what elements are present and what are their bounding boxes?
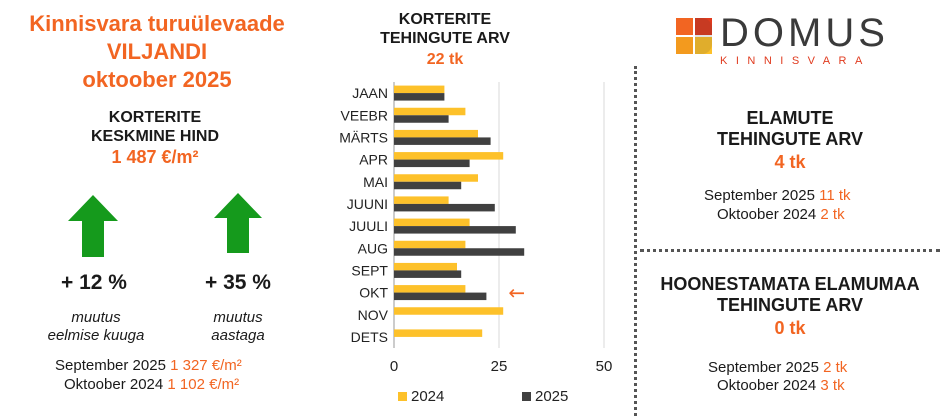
land-comparison-row: Oktoober 2024 3 tk [717, 376, 845, 395]
comparison-value: 3 tk [820, 377, 845, 394]
houses-heading-line: TEHINGUTE ARV [716, 129, 863, 149]
chart-title-line: KORTERITE [398, 11, 492, 28]
land-heading: HOONESTAMATA ELAMUMAA TEHINGUTE ARV [645, 274, 935, 316]
bar-2024 [394, 307, 504, 315]
bar-2025 [394, 93, 445, 101]
bar-2024 [394, 107, 466, 116]
chart-title: KORTERITE TEHINGUTE ARV [380, 10, 510, 48]
comparison-label: Oktoober 2024 [64, 376, 164, 393]
report-title: Kinnisvara turuülevaade VILJANDI oktoobe… [8, 10, 306, 94]
comparison-label: September 2025 [704, 187, 815, 204]
comparison-label: Oktoober 2024 [717, 377, 817, 394]
comparison-label: September 2025 [55, 357, 166, 374]
logo-mark-icon [676, 18, 712, 54]
houses-comparison-row: Oktoober 2024 2 tk [717, 205, 845, 224]
comparison-value: 11 tk [819, 187, 851, 204]
houses-comparison-row: September 2025 11 tk [704, 186, 851, 205]
category-label: SEPT [351, 262, 388, 278]
land-heading-line: HOONESTAMATA ELAMUMAA [660, 274, 920, 294]
x-tick-label: 25 [491, 358, 508, 375]
category-label: JAAN [352, 85, 388, 101]
arrow-up-icon [68, 195, 118, 257]
monthly-change-value: + 12 % [61, 271, 127, 294]
yearly-change-caption: muutus aastaga [168, 309, 308, 345]
caption-line: eelmise kuuga [47, 327, 145, 344]
price-comparison-row: Oktoober 2024 1 102 €/m² [64, 375, 239, 394]
category-label: JUUNI [347, 196, 388, 212]
domus-logo: DOMUS KINNISVARA [662, 10, 932, 70]
x-tick-label: 0 [390, 358, 398, 375]
category-label: MAI [363, 174, 388, 190]
bar-2024 [394, 152, 504, 160]
divider-vertical [634, 66, 637, 416]
land-comparison-row: September 2025 2 tk [708, 358, 847, 377]
legend-swatch [522, 392, 531, 401]
category-label: NOV [358, 307, 389, 323]
bar-2025 [394, 226, 516, 234]
apartment-deals-chart: 0 25 50 JAAN VEEBR MÄRTS APR MAI JUUNI JUULI AUG SE… [339, 82, 613, 405]
avg-price-heading-line: KORTERITE [108, 109, 202, 126]
report-title-line: Kinnisvara turuülevaade [29, 11, 285, 36]
land-value: 0 tk [774, 318, 806, 338]
bar-2025 [394, 292, 487, 301]
chart-total: 22 tk [426, 51, 464, 68]
houses-heading: ELAMUTE TEHINGUTE ARV [660, 108, 920, 150]
arrow-up-icon [214, 193, 262, 253]
category-label: AUG [358, 240, 388, 256]
avg-price-heading-line: KESKMINE HIND [90, 128, 219, 145]
caption-line: muutus [213, 309, 263, 326]
marker-arrow-icon: ← [508, 281, 525, 305]
bar-2024 [394, 196, 449, 204]
category-label: JUULI [349, 218, 388, 234]
comparison-value: 1 102 €/m² [167, 376, 240, 393]
bar-2025 [394, 248, 525, 256]
bar-2024 [394, 218, 470, 227]
legend-label: 2024 [411, 388, 444, 405]
monthly-change-caption: muutus eelmise kuuga [26, 309, 166, 345]
bar-2025 [394, 203, 495, 212]
price-comparison-row: September 2025 1 327 €/m² [55, 356, 242, 375]
category-label: VEEBR [341, 107, 388, 123]
category-label: DETS [351, 329, 388, 345]
bar-2024 [394, 240, 466, 249]
bar-2024 [394, 174, 478, 182]
comparison-value: 2 tk [820, 206, 845, 223]
logo-tagline: KINNISVARA [720, 55, 871, 67]
bar-2025 [394, 270, 462, 278]
bar-2025 [394, 115, 449, 123]
comparison-value: 1 327 €/m² [170, 357, 242, 374]
caption-line: aastaga [211, 327, 265, 344]
bar-2024 [394, 129, 478, 138]
bar-2025 [394, 159, 470, 168]
category-label: OKT [359, 285, 388, 301]
comparison-value: 2 tk [823, 359, 848, 376]
land-heading-line: TEHINGUTE ARV [716, 295, 863, 315]
logo-wordmark: DOMUS [720, 11, 889, 55]
bar-2024 [394, 85, 445, 94]
chart-title-line: TEHINGUTE ARV [380, 30, 510, 47]
category-label: APR [359, 152, 388, 168]
comparison-label: September 2025 [708, 359, 819, 376]
report-title-line: VILJANDI [106, 39, 208, 64]
divider-horizontal [640, 249, 940, 252]
bar-2025 [394, 137, 491, 145]
legend-label: 2025 [535, 388, 568, 405]
bar-2025 [394, 181, 462, 190]
bar-2024 [394, 262, 457, 271]
houses-heading-line: ELAMUTE [746, 108, 834, 128]
houses-value: 4 tk [774, 152, 806, 172]
comparison-label: Oktoober 2024 [717, 206, 817, 223]
yearly-change-value: + 35 % [205, 271, 271, 294]
bar-2024 [394, 285, 466, 293]
avg-price-value: 1 487 €/m² [111, 147, 199, 167]
legend-swatch [398, 392, 407, 401]
bar-2024 [394, 329, 483, 337]
x-tick-label: 50 [596, 358, 613, 375]
category-label: MÄRTS [339, 129, 388, 145]
caption-line: muutus [71, 309, 121, 326]
avg-price-heading: KORTERITE KESKMINE HIND [60, 108, 250, 146]
report-title-line: oktoober 2025 [82, 67, 232, 92]
